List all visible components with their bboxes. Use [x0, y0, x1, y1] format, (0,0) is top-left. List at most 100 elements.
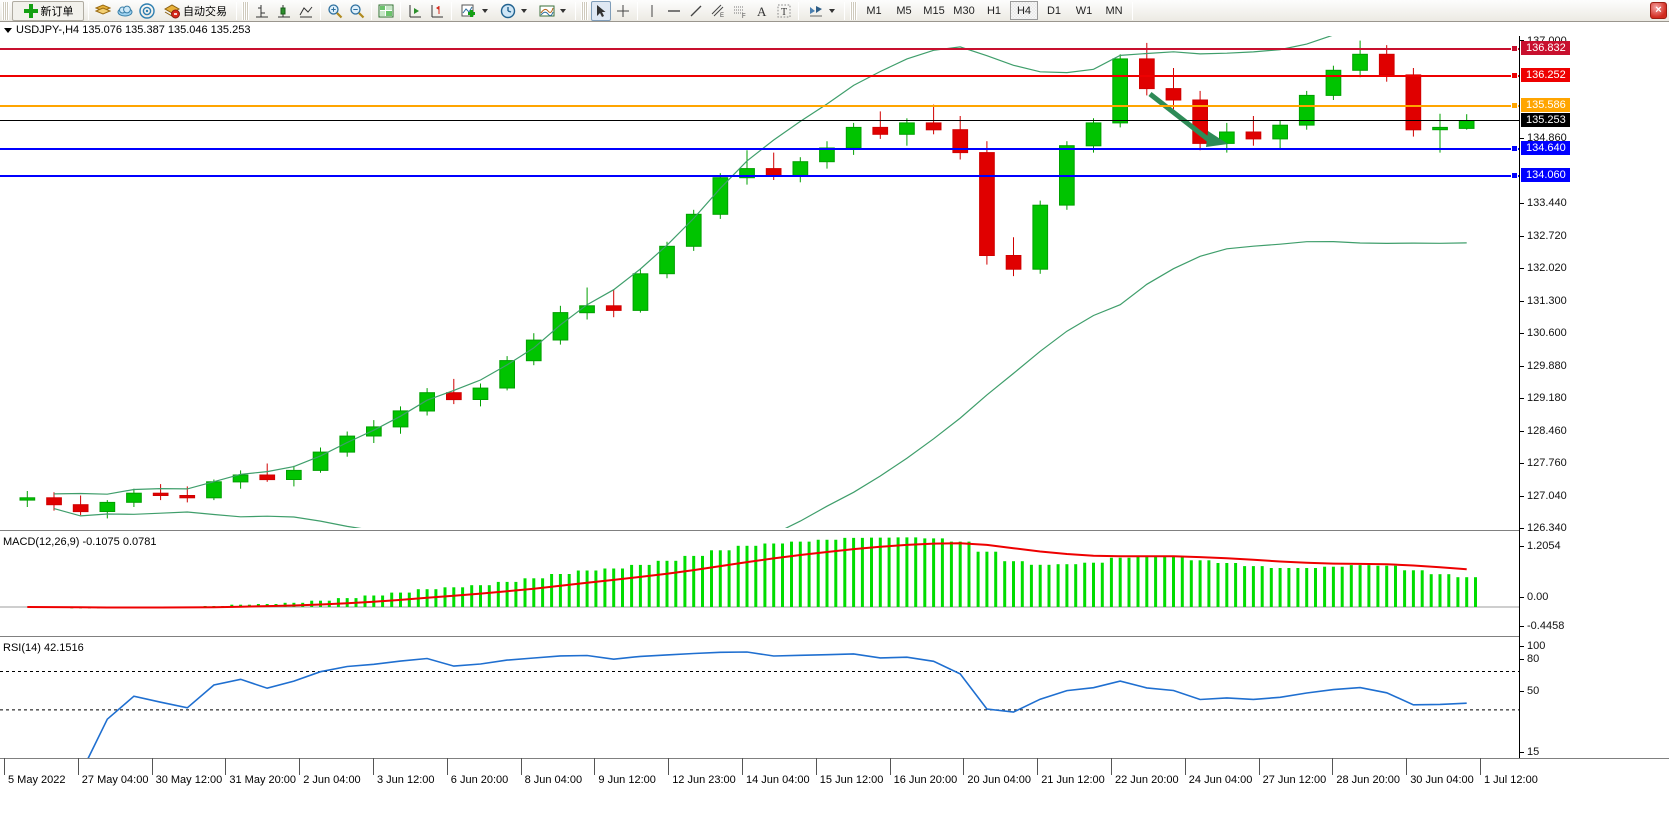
time-tick: [77, 758, 79, 775]
auto-trading-button[interactable]: 自动交易: [159, 1, 232, 21]
timeframe-h1[interactable]: H1: [986, 4, 1002, 17]
toolbar-grip-3[interactable]: [581, 1, 588, 20]
price-tick: 134.860: [1520, 132, 1567, 144]
level-handle-resistance-2[interactable]: [1511, 45, 1518, 53]
time-tick: [1332, 758, 1334, 775]
price-tag-resistance-2[interactable]: 136.832: [1521, 41, 1570, 56]
time-label: 9 Jun 12:00: [598, 774, 656, 786]
cloud-button[interactable]: [115, 1, 135, 21]
chevron-down-icon-2[interactable]: [521, 8, 527, 13]
line-chart-button[interactable]: [296, 1, 316, 21]
candlestick-chart-button[interactable]: [274, 1, 294, 21]
chevron-down-icon-4[interactable]: [829, 8, 835, 13]
price-tag-pivot[interactable]: 135.586: [1521, 98, 1570, 113]
timeframe-h4[interactable]: H4: [1010, 1, 1038, 20]
time-label: 15 Jun 12:00: [819, 774, 884, 786]
price-tag-support-1[interactable]: 134.640: [1521, 141, 1570, 156]
timeframe-m15[interactable]: M15: [923, 4, 945, 17]
trendline-button[interactable]: [686, 1, 706, 21]
templates-button[interactable]: [534, 1, 571, 21]
toolbar-grip[interactable]: [2, 1, 9, 20]
new-order-button[interactable]: 新订单: [12, 0, 84, 21]
crosshair-button[interactable]: [613, 1, 633, 21]
price-tag-support-2[interactable]: 134.060: [1521, 168, 1570, 182]
price-plot[interactable]: [0, 36, 1519, 528]
time-tick: [742, 758, 743, 775]
time-axis[interactable]: 5 May 2022 27 May 04:00 30 May 12:00 31 May…: [0, 758, 1669, 821]
text-label-button[interactable]: T: [774, 1, 794, 21]
time-tick: [1480, 758, 1481, 775]
expert-advisor-icon: [164, 3, 180, 18]
price-tag-last-price[interactable]: 135.253: [1521, 113, 1570, 128]
text-button[interactable]: A: [752, 1, 772, 21]
time-tick: [4, 758, 5, 775]
cursor-button[interactable]: [591, 0, 611, 21]
signal-icon: [139, 2, 155, 19]
level-handle-resistance-1[interactable]: [1511, 71, 1518, 79]
timeframe-d1[interactable]: D1: [1046, 4, 1062, 17]
objects-list-button[interactable]: [803, 1, 840, 21]
symbol-info-text: USDJPY-,H4 135.076 135.387 135.046 135.2…: [16, 24, 251, 36]
fibonacci-retracement-button[interactable]: F: [730, 1, 750, 21]
zoom-out-button[interactable]: [347, 1, 367, 21]
chevron-down-icon-3[interactable]: [560, 8, 566, 13]
horizontal-line-button[interactable]: [664, 1, 684, 21]
toolbar-grip-2[interactable]: [242, 1, 249, 20]
bar-chart-button[interactable]: [252, 1, 272, 21]
equidistant-channel-button[interactable]: E: [708, 1, 728, 21]
level-handle-support-2[interactable]: [1511, 172, 1518, 179]
price-tick: 127.040: [1520, 490, 1567, 502]
macd-panel[interactable]: [0, 534, 1519, 634]
auto-scroll-button[interactable]: [405, 1, 425, 21]
chevron-down-icon[interactable]: [482, 8, 488, 13]
level-line-resistance-1[interactable]: [0, 74, 1519, 77]
period-button[interactable]: [495, 1, 532, 21]
rsi-tick: 80: [1520, 653, 1539, 665]
rsi-panel[interactable]: [0, 640, 1519, 758]
signal-button[interactable]: [137, 1, 157, 21]
timeframe-m5[interactable]: M5: [896, 4, 912, 17]
level-handle-pivot[interactable]: [1511, 102, 1518, 110]
level-line-support-2[interactable]: [0, 175, 1519, 177]
book-button[interactable]: [93, 1, 113, 21]
macd-tick: 1.2054: [1520, 540, 1561, 552]
macd-tick: 0.00: [1520, 591, 1548, 603]
time-label: 1 Jul 12:00: [1484, 774, 1538, 786]
toolbar-separator: [88, 1, 89, 20]
collapse-caret-icon[interactable]: [4, 27, 12, 33]
time-tick: [1037, 758, 1039, 775]
fibonacci-retracement-icon: F: [734, 6, 746, 19]
toolbar-separator-2: [236, 1, 237, 20]
svg-text:E: E: [720, 13, 724, 19]
level-line-resistance-2[interactable]: [0, 48, 1519, 51]
price-axis[interactable]: 137.000134.860133.440132.720132.020131.3…: [1519, 35, 1669, 758]
time-tick: [225, 758, 227, 775]
cloud-icon: [117, 5, 133, 16]
level-line-last-price[interactable]: [0, 120, 1519, 122]
time-label: 2 Jun 04:00: [303, 774, 361, 786]
svg-text:T: T: [781, 7, 787, 18]
zoom-in-button[interactable]: [325, 1, 345, 21]
macd-tick: -0.4458: [1520, 620, 1564, 632]
vertical-line-button[interactable]: [642, 1, 662, 21]
indicators-button[interactable]: [456, 1, 493, 21]
rsi-plot: [0, 651, 1519, 758]
timeframe-m30[interactable]: M30: [953, 4, 975, 17]
toolbar-grip-4[interactable]: [850, 1, 857, 20]
timeframe-w1[interactable]: W1: [1075, 4, 1093, 17]
data-window-button[interactable]: [376, 1, 396, 21]
level-line-pivot[interactable]: [0, 105, 1519, 108]
auto-scroll-icon: [409, 4, 421, 17]
price-tick: 131.300: [1520, 295, 1567, 307]
timeframe-mn[interactable]: MN: [1105, 4, 1123, 17]
data-window-icon: [378, 4, 394, 17]
zoom-out-icon: [350, 3, 365, 18]
timeframe-m1[interactable]: M1: [866, 4, 882, 17]
price-tag-resistance-1[interactable]: 136.252: [1521, 67, 1570, 82]
close-button[interactable]: ×: [1650, 2, 1667, 19]
chart-shift-button[interactable]: [427, 1, 447, 21]
level-line-support-1[interactable]: [0, 148, 1519, 151]
chart-window[interactable]: USDJPY-,H4 135.076 135.387 135.046 135.2…: [0, 22, 1669, 821]
toolbar-separator-9: [798, 1, 799, 20]
level-handle-support-1[interactable]: [1511, 145, 1518, 153]
